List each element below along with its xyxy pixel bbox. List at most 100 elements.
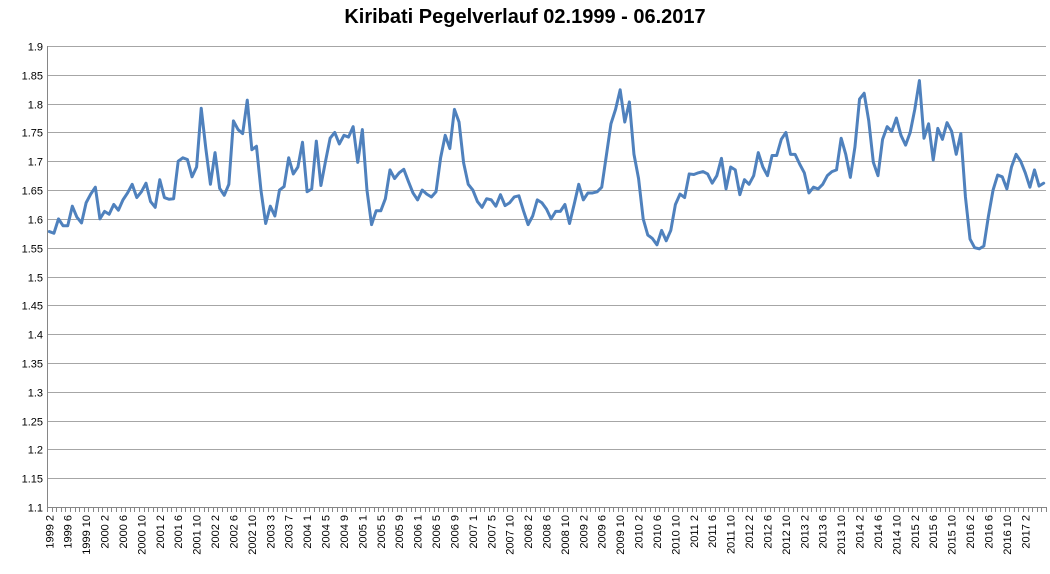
data-point (531, 215, 533, 217)
x-tick-label: 2011 2 (689, 515, 701, 548)
data-point (591, 192, 593, 194)
data-point (693, 173, 695, 175)
x-tick-label: 1999 2 (44, 515, 56, 549)
data-point (1033, 169, 1035, 171)
data-point (757, 151, 759, 153)
data-point (743, 178, 745, 180)
data-point (403, 168, 405, 170)
data-point (683, 196, 685, 198)
x-tick-label: 2012 2 (744, 515, 756, 549)
y-tick-label: 1.5 (28, 273, 43, 285)
data-point (679, 193, 681, 195)
x-tick-label: 2015 2 (910, 515, 922, 549)
data-point (564, 203, 566, 205)
x-tick-label: 2011 6 (707, 515, 719, 548)
data-point (946, 121, 948, 123)
x-tick-label: 2012 10 (781, 515, 793, 555)
data-point (1006, 188, 1008, 190)
data-point (969, 238, 971, 240)
data-point (462, 162, 464, 164)
data-point (320, 184, 322, 186)
y-tick-label: 1.3 (28, 388, 43, 400)
x-tick-label: 2007 5 (486, 515, 498, 549)
data-point (214, 151, 216, 153)
data-point (90, 193, 92, 195)
x-tick-label: 2002 6 (228, 515, 240, 549)
data-point (886, 125, 888, 127)
data-point (665, 240, 667, 242)
data-point (205, 147, 207, 149)
data-point (964, 196, 966, 198)
y-tick-label: 1.9 (28, 42, 43, 54)
data-point (771, 154, 773, 156)
data-point (343, 134, 345, 136)
data-point (573, 203, 575, 205)
data-point (780, 138, 782, 140)
data-point (57, 218, 59, 220)
x-tick-label: 2014 10 (891, 515, 903, 555)
data-point (904, 144, 906, 146)
data-point (725, 188, 727, 190)
data-point (122, 199, 124, 201)
data-point (587, 192, 589, 194)
data-point (297, 166, 299, 168)
data-point (927, 123, 929, 125)
data-point (301, 141, 303, 143)
data-point (366, 189, 368, 191)
x-tick-label: 2013 10 (836, 515, 848, 555)
data-point (177, 160, 179, 162)
data-point (508, 202, 510, 204)
data-point (228, 183, 230, 185)
data-point (973, 246, 975, 248)
data-point (881, 138, 883, 140)
x-tick-label: 2014 6 (873, 515, 885, 549)
data-point (163, 196, 165, 198)
y-tick-label: 1.65 (22, 186, 43, 198)
x-tick-label: 2001 2 (155, 515, 167, 549)
data-point (232, 120, 234, 122)
data-point (858, 98, 860, 100)
data-point (582, 199, 584, 201)
data-point (545, 208, 547, 210)
data-point (688, 173, 690, 175)
x-tick-label: 2004 1 (302, 515, 314, 549)
data-point (578, 183, 580, 185)
x-tick-label: 2002 10 (247, 515, 259, 555)
x-tick-label: 2015 10 (947, 515, 959, 555)
data-point (610, 123, 612, 125)
data-point (334, 131, 336, 133)
data-point (835, 169, 837, 171)
y-tick-label: 1.8 (28, 100, 43, 112)
x-tick-label: 2001 6 (173, 515, 185, 549)
y-tick-label: 1.45 (22, 301, 43, 313)
x-tick-label: 2004 5 (321, 515, 333, 549)
data-point (1001, 176, 1003, 178)
series-line (47, 79, 1046, 251)
data-point (918, 79, 920, 81)
data-point (94, 186, 96, 188)
data-point (283, 185, 285, 187)
x-tick-label: 2005 1 (357, 515, 369, 549)
data-point (766, 174, 768, 176)
data-point (909, 131, 911, 133)
data-point (987, 215, 989, 217)
data-point (117, 209, 119, 211)
data-point (803, 172, 805, 174)
x-tick-label: 1999 10 (81, 515, 93, 555)
data-point (941, 138, 943, 140)
data-point (149, 200, 151, 202)
x-tick-label: 2003 3 (265, 515, 277, 549)
data-point (71, 205, 73, 207)
x-tick-label: 2002 2 (210, 515, 222, 549)
data-point (923, 137, 925, 139)
data-point (278, 189, 280, 191)
data-point (472, 189, 474, 191)
data-point (752, 174, 754, 176)
data-point (306, 191, 308, 193)
data-point (485, 198, 487, 200)
data-point (251, 149, 253, 151)
y-tick-label: 1.75 (22, 128, 43, 140)
data-point (260, 190, 262, 192)
y-tick-label: 1.6 (28, 215, 43, 227)
data-point (62, 225, 64, 227)
